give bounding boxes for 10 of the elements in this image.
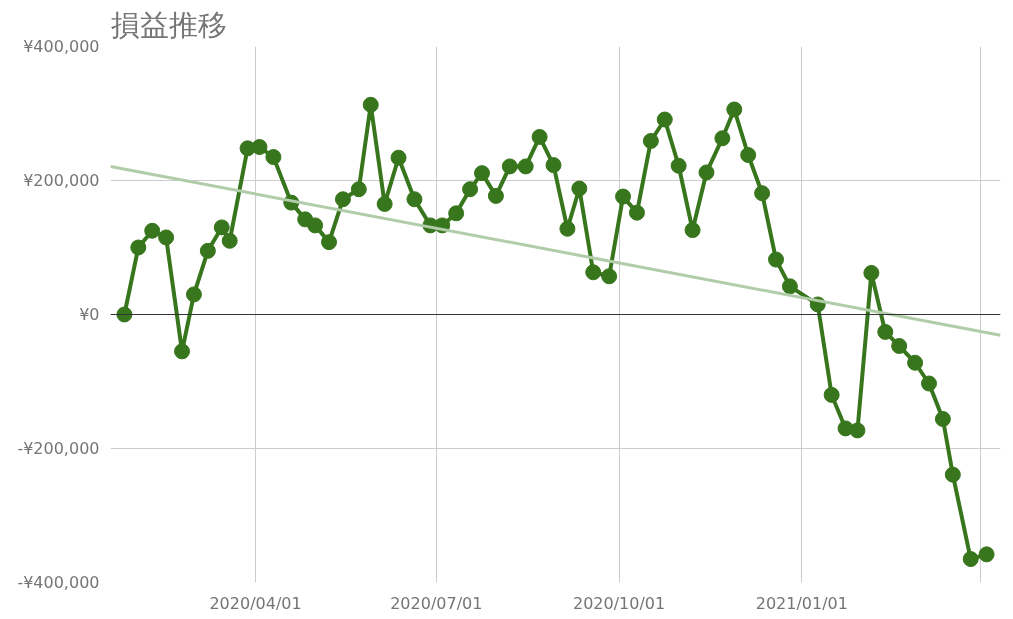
x-tick-label: 2020/10/01 xyxy=(572,593,666,613)
x-tick-label: 2020/04/01 xyxy=(209,593,302,613)
y-tick-label: ¥400,000 xyxy=(23,37,100,56)
y-tick-label: -¥400,000 xyxy=(17,573,100,592)
x-tick-label: 2021/01/01 xyxy=(755,593,848,613)
x-tick-label: 2020/07/01 xyxy=(390,593,483,613)
y-tick-label: ¥0 xyxy=(79,305,100,324)
y-tick-label: ¥200,000 xyxy=(23,171,100,190)
y-tick-label: -¥200,000 xyxy=(17,439,100,458)
chart-title: 損益推移 xyxy=(110,7,227,42)
